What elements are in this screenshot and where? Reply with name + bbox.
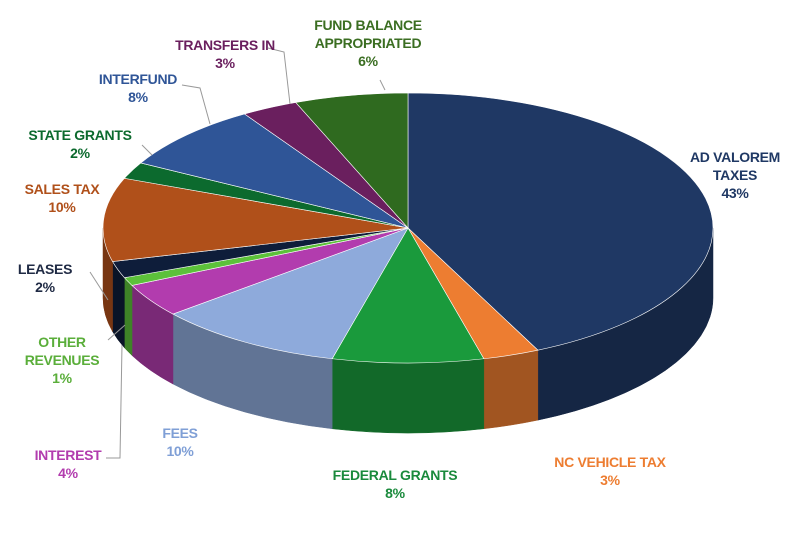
slice-label: SALES TAX 10% [25,180,100,216]
slice-side [331,358,485,434]
label-name: FEES [162,425,198,441]
slice-label: TRANSFERS IN 3% [175,36,275,72]
label-value: 43% [721,185,749,201]
slice [331,227,485,364]
label-value: 6% [358,53,378,69]
slice [102,177,409,262]
label-value: 4% [58,465,78,481]
leader-line [267,47,291,105]
slice-label: AD VALOREM TAXES 43% [680,148,790,202]
label-name: SALES TAX [24,181,100,197]
slice-label: NC VEHICLE TAX 3% [554,453,666,489]
label-name: FUND BALANCE APPROPRIATED [314,17,422,51]
label-name: FEDERAL GRANTS [332,467,458,483]
slice-label: INTERFUND 8% [99,70,177,106]
slice [295,92,409,229]
leader-line [106,344,123,459]
leader-line [107,324,126,341]
label-name: STATE GRANTS [28,127,132,143]
slice-label: INTEREST 4% [35,446,102,482]
label-value: 2% [70,145,90,161]
label-name: NC VEHICLE TAX [554,454,666,470]
label-name: AD VALOREM TAXES [689,149,781,183]
label-value: 3% [215,55,235,71]
leader-line [89,271,109,301]
label-name: LEASES [17,261,73,277]
label-value: 10% [48,199,76,215]
label-value: 1% [52,370,72,386]
slice [172,227,409,360]
label-value: 10% [166,443,194,459]
label-value: 8% [385,485,405,501]
label-name: INTERFUND [98,71,178,87]
leader-line [379,79,386,91]
slice-label: FUND BALANCE APPROPRIATED 6% [293,16,443,70]
label-name: TRANSFERS IN [175,37,275,53]
leader-line [181,84,211,125]
label-name: OTHER REVENUES [24,334,100,368]
slice [140,113,409,229]
label-value: 8% [128,89,148,105]
slice-side [483,349,539,430]
slice-label: LEASES 2% [17,260,73,296]
slice-label: STATE GRANTS 2% [28,126,132,162]
label-value: 3% [600,472,620,488]
slice-label: FEDERAL GRANTS 8% [333,466,458,502]
label-name: INTEREST [34,447,102,463]
label-value: 2% [35,279,55,295]
leader-line [141,144,153,156]
slice-side [124,277,133,357]
slice [407,92,714,351]
slice-label: FEES 10% [162,424,198,460]
slice-label: OTHER REVENUES 1% [17,333,107,387]
